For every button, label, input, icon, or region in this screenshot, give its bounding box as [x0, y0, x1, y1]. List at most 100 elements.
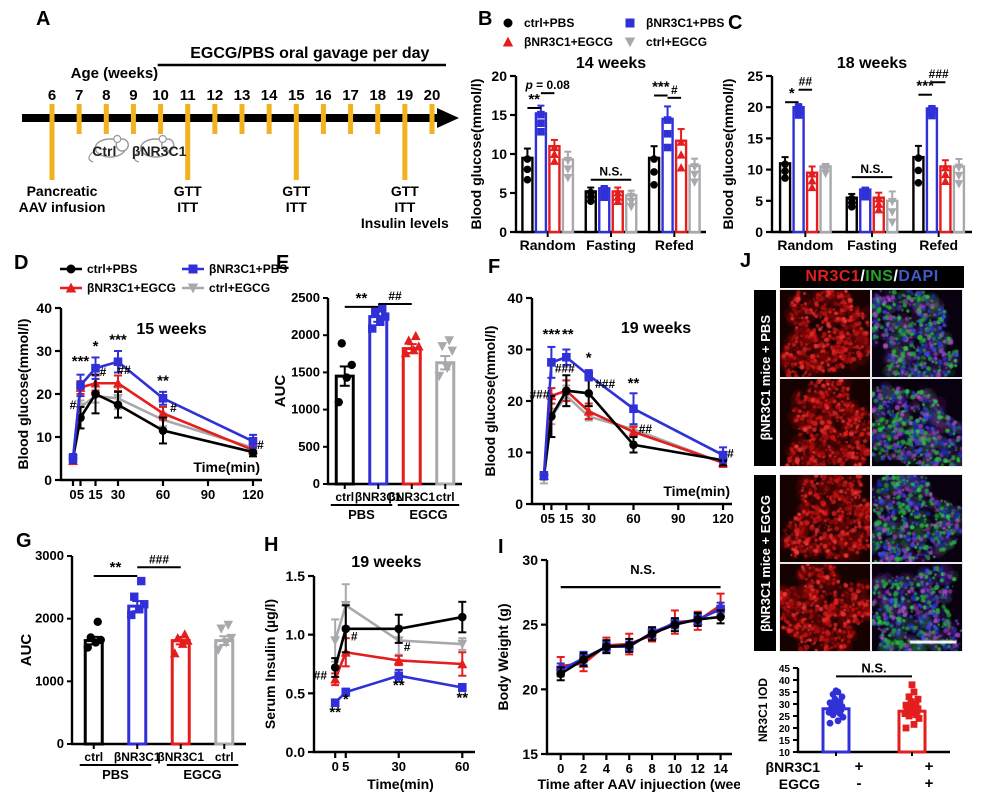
legend-panel-d: ctrl+PBS βNR3C1+PBS βNR3C1+EGCG ctrl+EGCG — [60, 260, 287, 296]
panel-label-a: A — [36, 8, 51, 30]
svg-text:30: 30 — [392, 759, 406, 774]
legend-label: ctrl+EGCG — [209, 280, 271, 295]
fluorescence-image-merge — [871, 289, 963, 378]
svg-text:18 weeks: 18 weeks — [837, 55, 907, 72]
svg-text:10: 10 — [747, 162, 763, 178]
row-group-label-egcg: βNR3C1 mice + EGCG — [754, 475, 776, 651]
stain-sep2: / — [893, 268, 899, 285]
svg-text:0: 0 — [540, 511, 547, 526]
svg-text:1.0: 1.0 — [286, 627, 306, 643]
svg-text:5: 5 — [499, 185, 507, 201]
svg-text:30: 30 — [36, 343, 52, 359]
legend-label: ctrl+PBS — [87, 261, 138, 276]
svg-text:0: 0 — [755, 224, 763, 240]
line-chart-svg: 0.0 0.5 1.0 1.5 0 5 30 60 Serum Insulin (µg/l) Ti… — [262, 554, 475, 792]
panel-label-e: E — [276, 252, 290, 274]
fluorescence-image-merge — [871, 378, 963, 467]
svg-text:Fasting: Fasting — [847, 237, 897, 253]
svg-text:Blood glucose(mmol/l): Blood glucose(mmol/l) — [15, 319, 31, 470]
panel-label-g: G — [16, 530, 32, 552]
svg-text:60: 60 — [626, 511, 640, 526]
svg-text:ITT: ITT — [177, 199, 198, 215]
genotype-cell: + — [924, 758, 934, 775]
svg-text:500: 500 — [298, 439, 320, 454]
svg-text:Fasting: Fasting — [586, 237, 636, 253]
svg-text:ITT: ITT — [286, 199, 307, 215]
genotype-cell: + — [924, 775, 934, 792]
fluorescence-image-merge — [871, 563, 963, 652]
svg-text:2000: 2000 — [291, 327, 320, 342]
svg-text:90: 90 — [201, 487, 215, 502]
legend-item: βNR3C1+EGCG — [497, 35, 613, 49]
svg-text:GTT: GTT — [174, 183, 202, 199]
svg-text:##: ## — [117, 363, 131, 377]
svg-text:30: 30 — [507, 342, 523, 358]
svg-text:0: 0 — [557, 761, 564, 776]
svg-text:15: 15 — [747, 130, 763, 146]
legend-label: βNR3C1+PBS — [209, 261, 288, 276]
svg-text:0: 0 — [69, 487, 76, 502]
tri-marker-icon — [502, 36, 514, 46]
svg-text:Blood glucose(mmol/l): Blood glucose(mmol/l) — [720, 79, 736, 230]
svg-text:Ctrl: Ctrl — [92, 143, 116, 159]
svg-text:40: 40 — [779, 676, 791, 687]
svg-text:PBS: PBS — [348, 507, 375, 522]
svg-text:14: 14 — [713, 761, 728, 776]
svg-text:AUC: AUC — [18, 634, 35, 667]
svg-text:0: 0 — [57, 736, 64, 751]
svg-text:**: ** — [110, 559, 122, 576]
svg-text:12: 12 — [207, 87, 224, 104]
svg-text:1500: 1500 — [291, 364, 320, 379]
svg-text:***: *** — [652, 79, 670, 96]
legend-label: βNR3C1+EGCG — [87, 280, 177, 295]
svg-text:***: *** — [916, 78, 934, 95]
svg-text:#: # — [404, 640, 411, 654]
panel-label-d: D — [14, 252, 29, 274]
circle-marker-icon — [503, 18, 513, 27]
svg-text:GTT: GTT — [282, 183, 310, 199]
svg-text:ctrl: ctrl — [215, 750, 234, 764]
svg-text:EGCG: EGCG — [183, 767, 221, 782]
svg-text:*: * — [93, 338, 99, 355]
chart-gtt-15-weeks: 0 10 20 30 40 0 5 15 30 60 90 120 Blood glucose(mmol… — [15, 298, 270, 506]
chart-nr3c1-iod: 10 15 20 25 30 35 40 45 NR3C1 IOD N.S. — [756, 656, 964, 759]
svg-text:17: 17 — [342, 87, 359, 104]
svg-text:10: 10 — [491, 146, 507, 162]
svg-text:###: ### — [929, 67, 949, 81]
svg-text:#: # — [170, 401, 177, 415]
svg-text:βNR3C1: βNR3C1 — [355, 490, 402, 504]
legend-panel-b: ctrl+PBS βNR3C1+PBS βNR3C1+EGCG ctrl+EGCG — [497, 14, 724, 50]
svg-text:20: 20 — [522, 681, 538, 697]
svg-text:30: 30 — [522, 552, 538, 568]
svg-text:120: 120 — [242, 487, 264, 502]
genotype-row-label: βNR3C1 — [765, 758, 820, 775]
svg-text:*: * — [586, 349, 592, 366]
svg-text:6: 6 — [626, 761, 633, 776]
svg-text:Body Weight (g): Body Weight (g) — [495, 603, 511, 710]
svg-text:10: 10 — [507, 445, 523, 461]
svg-text:GTT: GTT — [391, 183, 419, 199]
svg-text:15: 15 — [779, 736, 791, 747]
legend-item: ctrl+EGCG — [619, 35, 724, 49]
trid-marker-icon — [624, 37, 636, 47]
svg-text:***: *** — [72, 353, 90, 370]
svg-text:15: 15 — [288, 87, 305, 104]
svg-text:10: 10 — [779, 748, 791, 756]
square-marker-icon — [182, 264, 205, 273]
svg-text:2000: 2000 — [35, 611, 64, 626]
svg-text:30: 30 — [779, 700, 791, 711]
svg-text:N.S.: N.S. — [861, 660, 886, 675]
svg-text:10: 10 — [668, 761, 682, 776]
svg-text:N.S.: N.S. — [599, 165, 622, 179]
chart-blood-glucose-14-weeks: 14 weeks 0 5 10 15 20 Blood glucose(mmol/l) Ran… — [468, 46, 710, 256]
svg-text:0.5: 0.5 — [286, 685, 306, 701]
svg-text:N.S.: N.S. — [630, 562, 655, 577]
grouped-bar-svg: 18 weeks 0 5 10 15 20 25 Blood glucose(mmol/l) R… — [720, 55, 972, 253]
svg-text:8: 8 — [102, 87, 110, 104]
legend-item: βNR3C1+EGCG — [60, 281, 176, 295]
svg-text:Time after AAV injuection (wee: Time after AAV injuection (week) — [537, 776, 740, 792]
